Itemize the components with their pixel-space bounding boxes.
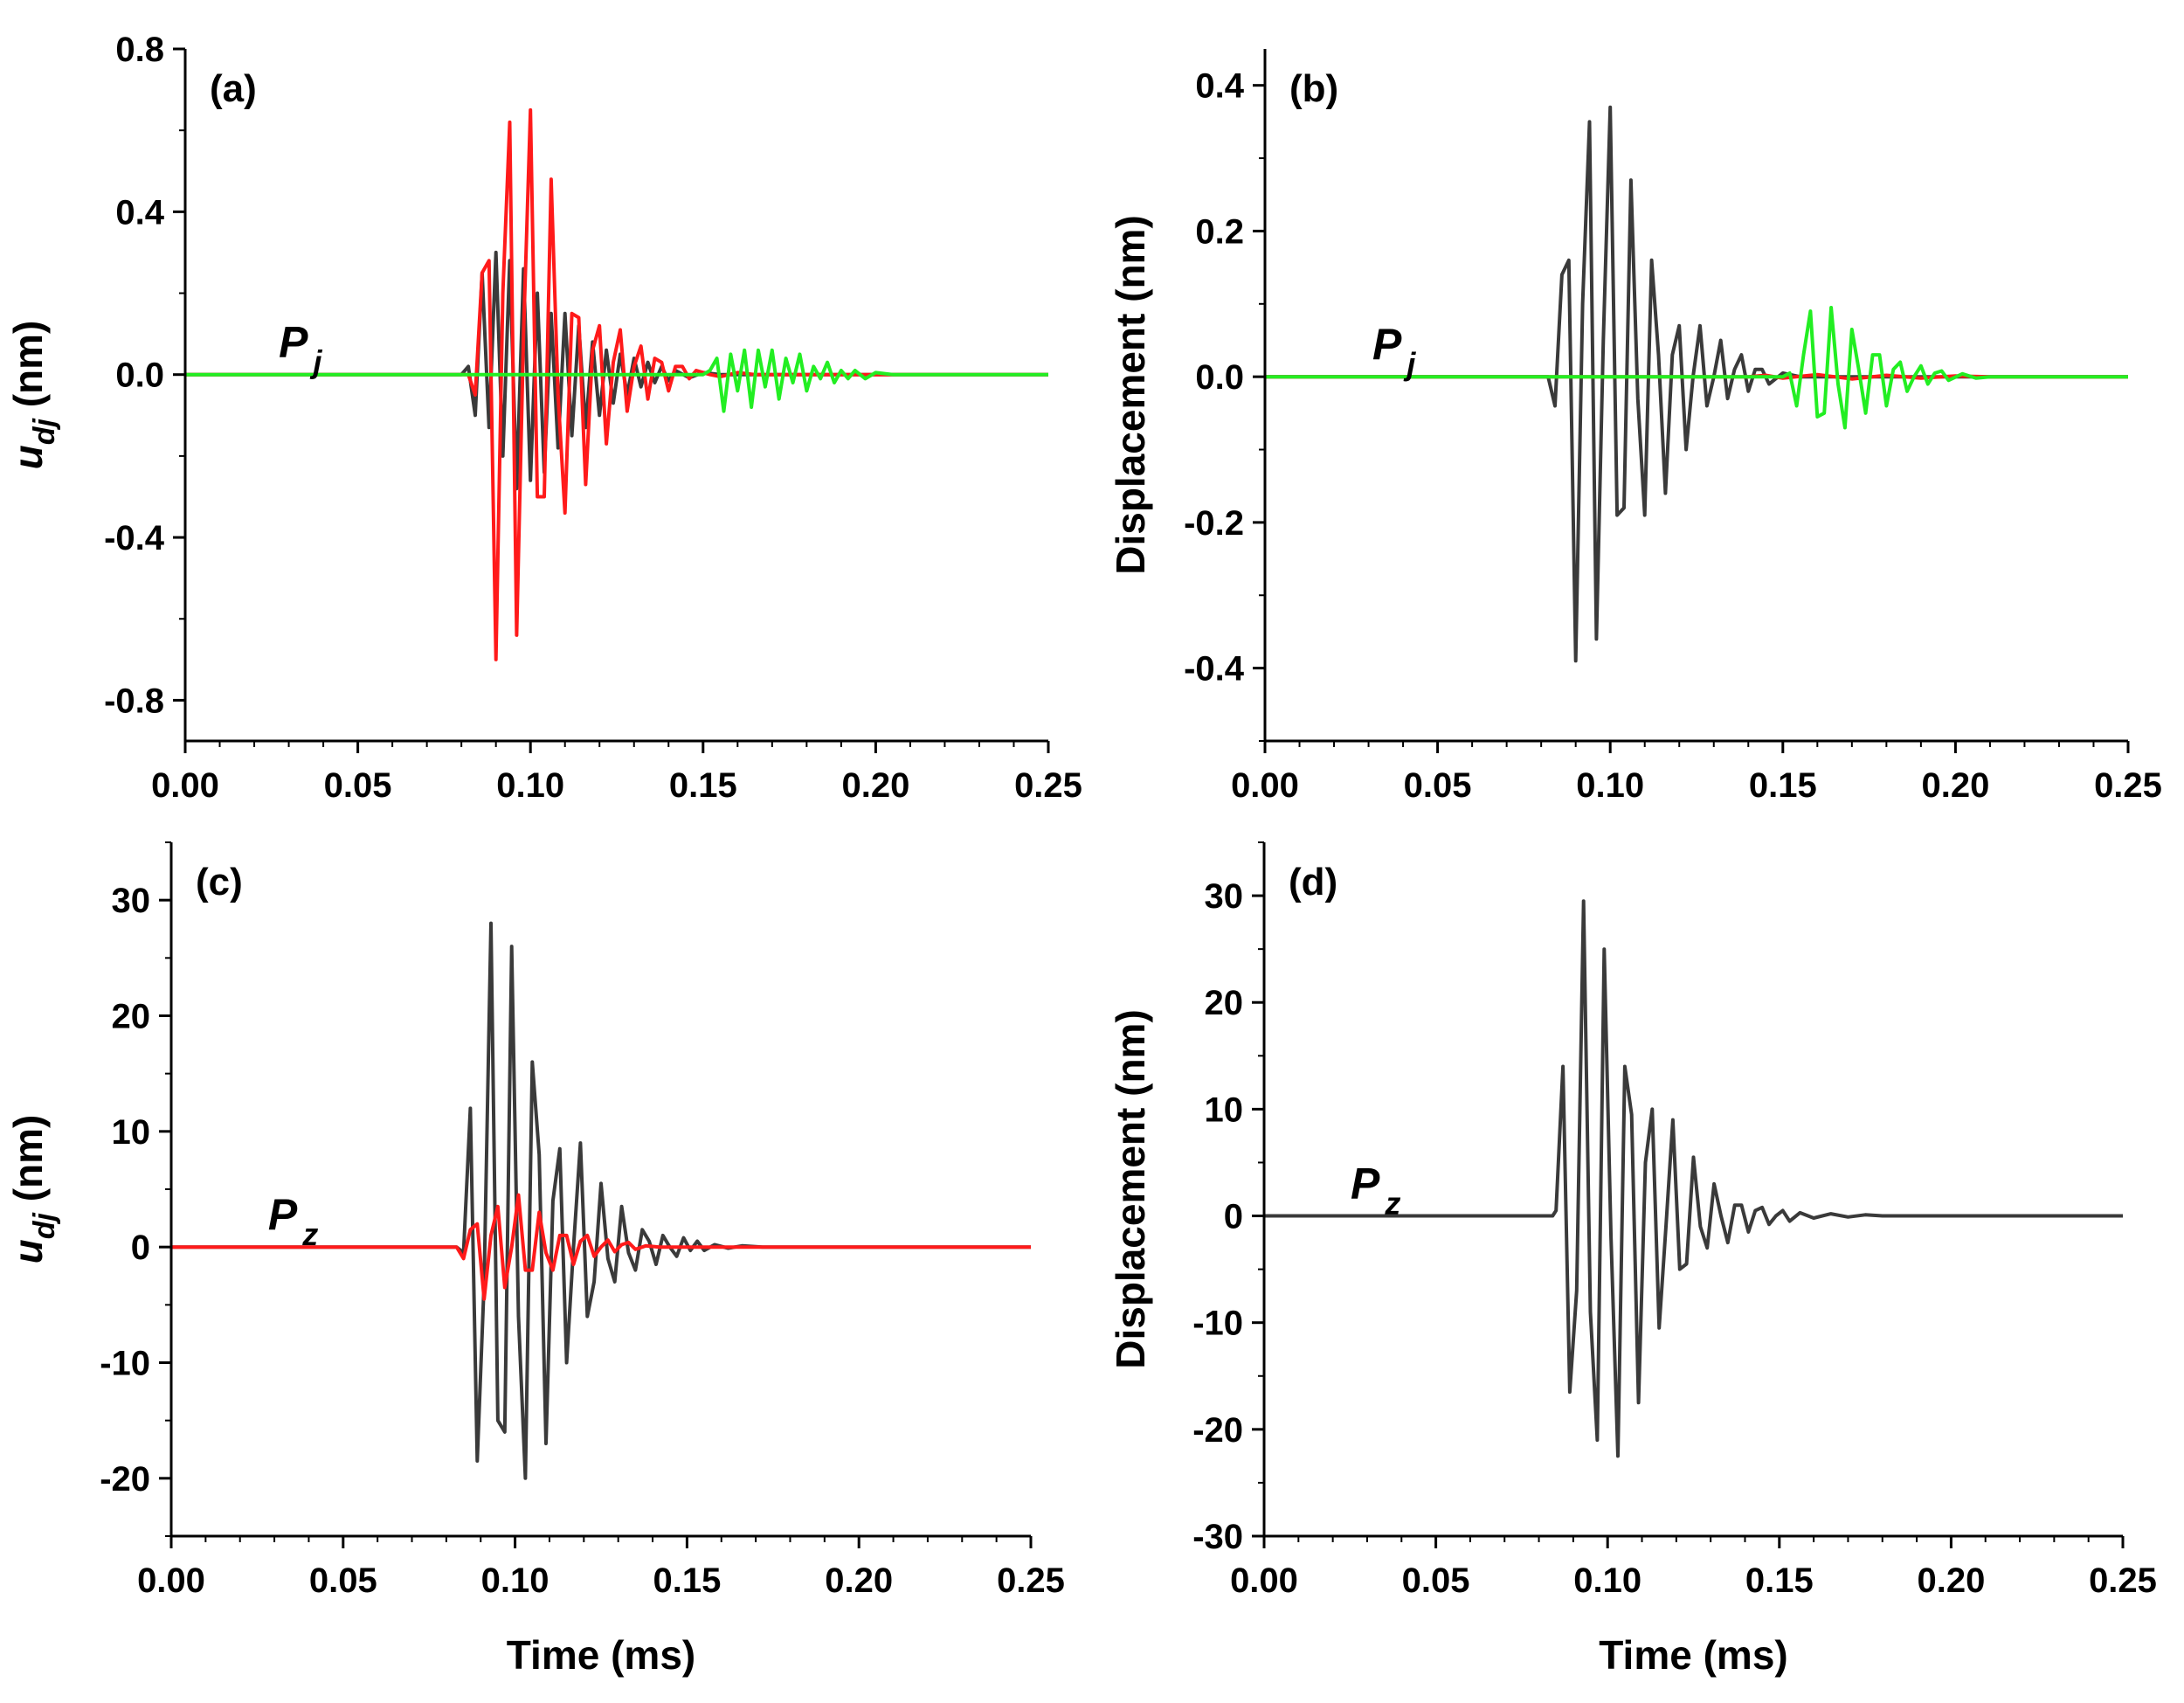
x-tick-label: 0.00 [137,1561,205,1600]
y-tick-label: 0.4 [115,193,164,232]
y-tick-label: -10 [1192,1305,1243,1343]
y-axis-title-main: Displacement (nm) [1108,215,1153,575]
x-tick-label: 0.05 [324,766,392,805]
y-axis-title-sub: dj [28,1211,61,1239]
y-axis-title: Displacement (nm) [1108,1009,1153,1369]
y-tick-label: 30 [1205,877,1244,916]
y-tick-label: 30 [112,882,151,920]
y-tick-label: -20 [1192,1411,1243,1450]
annotation-sub: z [1384,1186,1400,1222]
y-tick-label: -0.2 [1184,504,1244,543]
x-axis-title: Time (ms) [1599,1632,1787,1678]
x-tick-label: 0.00 [1231,766,1299,805]
x-tick-label: 0.20 [825,1561,893,1600]
y-tick-label: -10 [100,1345,150,1383]
series-line-black [1265,105,2128,663]
y-tick-label: 20 [112,998,151,1036]
x-tick-label: 0.20 [841,766,909,805]
y-axis-title-rest: (nm) [5,1115,51,1213]
y-axis-title-sub: dj [28,417,61,445]
x-tick-label: 0.15 [1745,1561,1814,1600]
y-tick-label: 0.0 [1195,358,1244,397]
series-line-green [185,348,1048,413]
y-axis-title: udj (nm) [5,1115,61,1264]
panel-c: 0.00 0.05 0.10 0.15 0.20 0.25 -20 -10 0 10 20 30 (c)… [5,841,1065,1678]
x-tick-label: 0.25 [2089,1561,2157,1600]
y-axis-title: Displacement (nm) [1108,215,1153,575]
x-tick-label: 0.00 [1230,1561,1298,1600]
panel-a: 0.00 0.05 0.10 0.15 0.20 0.25 -0.8 -0.4 0.0 0.4 0.… [5,31,1082,805]
y-tick-label: 10 [1205,1090,1244,1129]
y-axis-title: udj (nm) [5,321,61,470]
x-tick-label: 0.25 [1014,766,1082,805]
y-tick-label: -0.8 [104,682,164,720]
annotation-sub: j [310,344,323,380]
y-tick-label: -0.4 [104,519,165,557]
x-tick-label: 0.10 [496,766,564,805]
x-tick-label: 0.20 [1917,1561,1985,1600]
x-tick-label: 0.25 [997,1561,1065,1600]
annotation-main: P [268,1190,298,1239]
y-tick-label: 10 [112,1113,151,1152]
x-tick-label: 0.15 [1749,766,1817,805]
series-line-red [185,107,1048,661]
annotation-main: P [1372,320,1402,369]
x-tick-label: 0.10 [1573,1561,1641,1600]
x-tick-label: 0.20 [1921,766,1989,805]
panel-label: (a) [210,67,257,110]
x-tick-label: 0.05 [1402,1561,1470,1600]
x-tick-label: 0.10 [481,1561,549,1600]
annotation-main: P [279,318,308,367]
x-tick-label: 0.00 [151,766,219,805]
annotation-main: P [1351,1160,1380,1208]
panel-label: (c) [196,861,243,903]
series-line-red [171,1193,1031,1301]
y-tick-label: 0.4 [1195,67,1244,106]
x-axis-title: Time (ms) [507,1632,695,1678]
x-tick-label: 0.15 [669,766,737,805]
y-tick-label: 0.0 [115,357,164,395]
y-tick-label: 0.2 [1195,212,1244,251]
y-tick-label: -0.4 [1184,650,1245,689]
y-axis-title-main: u [5,1239,51,1263]
x-tick-label: 0.05 [1404,766,1472,805]
y-axis-title-main: Displacement (nm) [1108,1009,1153,1369]
x-tick-label: 0.15 [653,1561,721,1600]
x-tick-label: 0.25 [2094,766,2162,805]
y-tick-label: -20 [100,1460,150,1499]
x-tick-label: 0.05 [309,1561,377,1600]
y-axis-title-main: u [5,445,51,469]
series-line-green [1265,306,2128,430]
annotation-sub: j [1403,346,1416,382]
panel-label: (b) [1289,67,1338,110]
y-tick-label: 20 [1205,984,1244,1022]
y-tick-label: 0 [131,1229,150,1267]
y-tick-label: 0.8 [115,31,164,69]
y-tick-label: 0 [1224,1198,1243,1236]
annotation-sub: z [301,1216,318,1252]
x-tick-label: 0.10 [1576,766,1644,805]
y-tick-label: -30 [1192,1518,1243,1556]
series-line-black [171,921,1031,1480]
y-axis-title-rest: (nm) [5,321,51,419]
panel-b: 0.00 0.05 0.10 0.15 0.20 0.25 -0.4 -0.2 0.0 0.2 0.… [1108,49,2162,805]
series-line-black [1264,899,2123,1458]
panel-label: (d) [1289,861,1337,903]
panel-d: 0.00 0.05 0.10 0.15 0.20 0.25 -30 -20 -10 0 10 20 30… [1108,841,2157,1678]
